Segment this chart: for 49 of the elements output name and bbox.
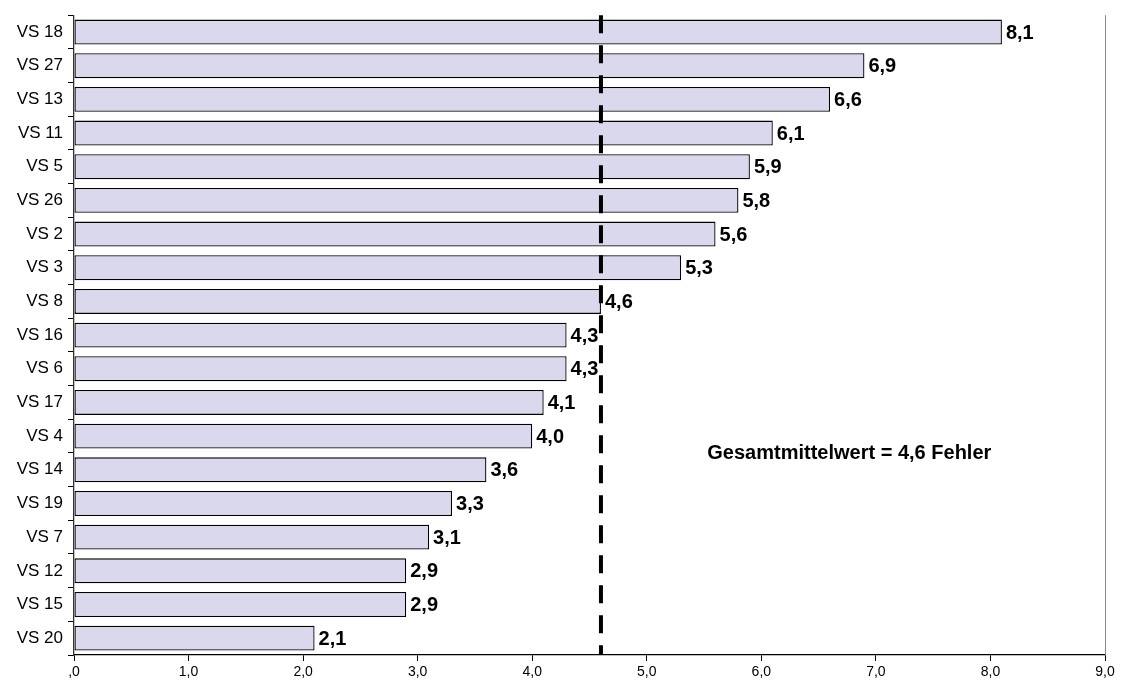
y-tick-label: VS 13	[16, 89, 63, 109]
data-label: 6,9	[868, 54, 897, 77]
y-tick-label: VS 3	[26, 257, 63, 277]
y-tick-label: VS 2	[26, 223, 63, 243]
x-tick-label: 6,0	[751, 663, 772, 680]
data-label: 6,1	[776, 121, 805, 144]
x-tick-label: 4,0	[522, 663, 543, 680]
data-label: 5,6	[719, 222, 748, 245]
data-label: 3,1	[433, 525, 461, 548]
y-tick-label: VS 16	[16, 324, 63, 344]
y-tick-label: VS 11	[17, 122, 63, 142]
data-label: 2,9	[410, 559, 439, 582]
y-tick-label: VS 27	[16, 55, 63, 75]
x-tick-label: 3,0	[407, 663, 428, 680]
x-tick-label: ,0	[68, 663, 81, 680]
y-tick-label: VS 17	[16, 392, 63, 412]
x-tick-label: 2,0	[293, 663, 314, 680]
data-label: 2,1	[318, 626, 347, 649]
y-tick-label: VS 8	[26, 291, 63, 311]
data-label: 2,9	[410, 593, 439, 616]
data-label: 5,8	[742, 188, 771, 211]
y-tick-label: VS 20	[16, 627, 63, 647]
data-label: 4,3	[570, 323, 599, 346]
y-tick-label: VS 12	[16, 560, 63, 580]
data-label: 4,1	[547, 390, 576, 413]
data-label: 6,6	[834, 87, 862, 110]
y-tick-label: VS 18	[16, 21, 63, 41]
data-label: 3,6	[490, 458, 519, 481]
x-tick-label: 8,0	[980, 663, 1001, 680]
data-label: 8,1	[1005, 20, 1034, 43]
y-tick-label: VS 15	[16, 594, 63, 614]
data-label: 4,0	[536, 424, 565, 447]
y-tick-label: VS 19	[16, 493, 63, 513]
x-tick-label: 1,0	[178, 663, 199, 680]
y-tick-label: VS 7	[26, 526, 63, 546]
x-tick-label: 5,0	[637, 663, 657, 680]
data-label: 5,9	[753, 155, 782, 178]
data-label: 4,3	[570, 357, 599, 380]
annotation: Gesamtmittelwert = 4,6 Fehler	[707, 440, 992, 463]
x-tick-label: 7,0	[866, 663, 886, 680]
x-tick-label: 9,0	[1095, 663, 1115, 680]
y-tick-label: VS 14	[16, 459, 63, 479]
data-label: 3,3	[456, 491, 484, 514]
data-label: 4,6	[604, 289, 633, 312]
y-tick-label: VS 26	[16, 190, 63, 210]
y-tick-label: VS 6	[26, 358, 63, 378]
data-label: 5,3	[685, 256, 713, 279]
y-tick-label: VS 5	[26, 156, 63, 176]
y-tick-label: VS 4	[26, 425, 63, 445]
